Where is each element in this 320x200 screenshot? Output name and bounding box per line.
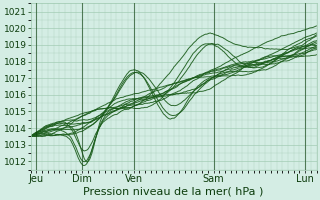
X-axis label: Pression niveau de la mer( hPa ): Pression niveau de la mer( hPa ) [84, 187, 264, 197]
